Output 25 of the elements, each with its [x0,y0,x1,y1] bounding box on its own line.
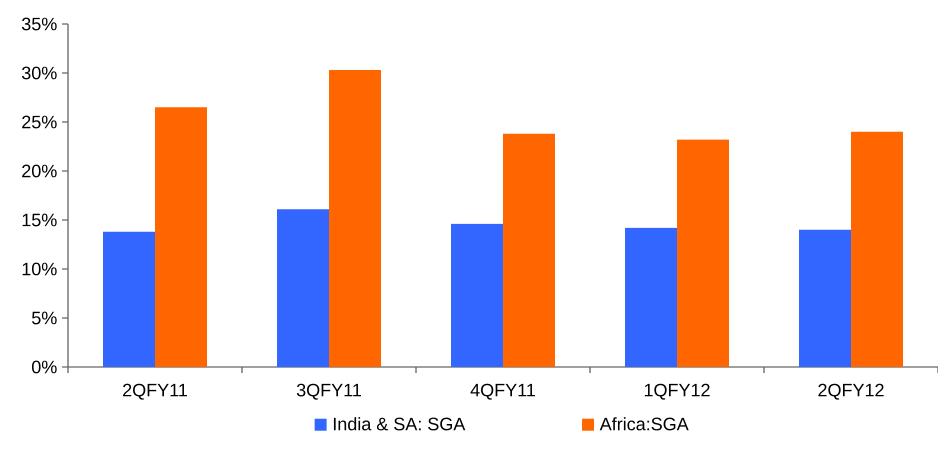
x-tick-label: 4QFY11 [470,384,535,400]
y-tick-label: 30% [22,66,57,80]
bar [277,209,330,367]
y-tick-label: 20% [22,164,57,178]
x-tick-label: 2QFY12 [818,384,884,400]
bar [851,132,904,367]
bar [799,230,852,367]
bar [103,232,155,367]
y-tick-label: 10% [22,262,57,276]
bar [503,134,556,367]
y-tick-label: 15% [22,214,57,226]
legend-label: Africa:SGA [600,417,689,430]
bar [451,224,504,367]
legend-label: India & SA: SGA [334,417,466,430]
bar [155,107,208,367]
bar [329,70,382,367]
y-tick-label: 5% [32,312,57,324]
x-tick-label: 3QFY11 [296,384,361,400]
x-tick-label: 2QFY11 [123,384,187,400]
bar [677,140,730,367]
y-tick-label: 0% [32,360,57,374]
y-tick-label: 25% [22,116,57,128]
bar [625,228,678,367]
y-tick-label: 35% [22,18,57,30]
x-tick-label: 1QFY12 [644,384,710,400]
